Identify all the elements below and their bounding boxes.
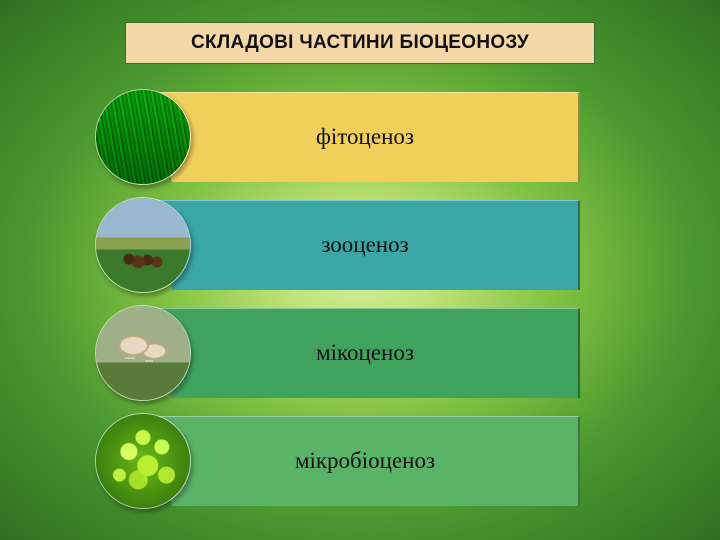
bears-icon [96,198,190,292]
grass-icon [96,90,190,184]
diagram-title: СКЛАДОВІ ЧАСТИНИ БІОЦЕОНОЗУ [125,22,595,64]
component-row: фітоценоз [95,92,580,182]
component-row: мікоценоз [95,308,580,398]
component-label: зооценоз [321,232,408,258]
component-label: мікоценоз [316,340,414,366]
component-image-circle [95,413,191,509]
component-bar: зооценоз [150,200,580,290]
component-bar: мікоценоз [150,308,580,398]
component-row: зооценоз [95,200,580,290]
component-image-circle [95,89,191,185]
microbes-icon [96,414,190,508]
component-label: мікробіоценоз [295,448,435,474]
mushrooms-icon [96,306,190,400]
component-image-circle [95,305,191,401]
component-row: мікробіоценоз [95,416,580,506]
component-label: фітоценоз [316,124,414,150]
component-bar: фітоценоз [150,92,580,182]
component-image-circle [95,197,191,293]
title-text: СКЛАДОВІ ЧАСТИНИ БІОЦЕОНОЗУ [191,32,529,54]
component-bar: мікробіоценоз [150,416,580,506]
